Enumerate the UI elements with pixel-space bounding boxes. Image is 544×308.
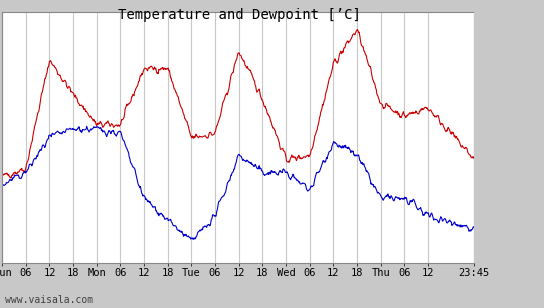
Text: Temperature and Dewpoint [’C]: Temperature and Dewpoint [’C] xyxy=(118,8,361,22)
Text: www.vaisala.com: www.vaisala.com xyxy=(5,295,94,305)
